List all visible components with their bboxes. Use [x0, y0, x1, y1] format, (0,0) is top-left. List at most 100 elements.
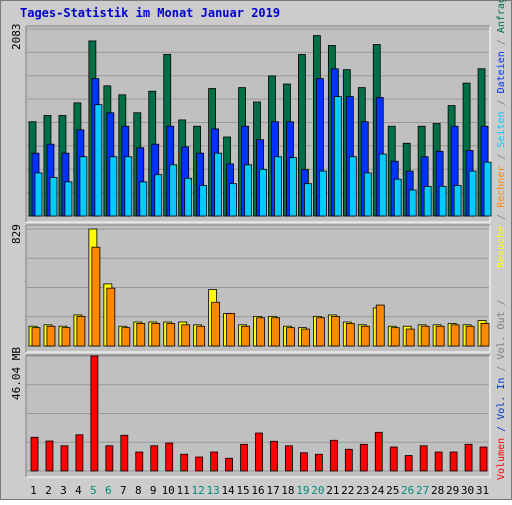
- bar-volumen-day-undefined: [75, 434, 84, 472]
- bar-rechner-day-undefined: [315, 317, 325, 347]
- bar-volumen-day-undefined: [300, 452, 308, 472]
- panel-visits: [25, 224, 491, 353]
- right-label-volume-part-2: / Vol. Out: [496, 311, 507, 377]
- x-tick-label-day-14: 14: [221, 484, 235, 497]
- right-label-hits-visits-part-3: /: [496, 148, 507, 166]
- x-tick-label-day-7: 7: [120, 484, 127, 497]
- right-label-hits-visits-part-7: /: [496, 33, 507, 51]
- bar-rechner-day-undefined: [360, 325, 370, 347]
- bar-volumen-day-undefined: [45, 440, 54, 472]
- bar-seiten-day-25: [393, 178, 402, 217]
- x-tick-label-day-27: 27: [416, 484, 429, 497]
- y-max-label-visits: 829: [10, 224, 23, 244]
- bar-volumen-day-undefined: [255, 432, 263, 472]
- x-tick-label-day-13: 13: [206, 484, 219, 497]
- bar-seiten-day-15: [244, 164, 252, 217]
- x-tick-label-day-1: 1: [30, 484, 37, 497]
- bar-volumen-day-undefined: [60, 445, 69, 472]
- right-label-hits-visits-part-2: Rechner: [496, 166, 507, 208]
- bar-volumen-day-undefined: [285, 445, 293, 472]
- bar-rechner-day-undefined: [420, 325, 430, 347]
- bar-rechner-day-undefined: [61, 327, 71, 347]
- bar-rechner-day-undefined: [226, 313, 235, 347]
- bar-seiten-day-3: [64, 181, 73, 217]
- x-tick-label-day-28: 28: [431, 484, 444, 497]
- bar-rechner-day-undefined: [46, 325, 56, 347]
- bar-rechner-day-undefined: [241, 325, 250, 347]
- bar-seiten-day-17: [274, 156, 282, 217]
- x-tick-label-day-26: 26: [401, 484, 414, 497]
- bar-rechner-day-undefined: [435, 325, 445, 347]
- x-tick-label-day-22: 22: [341, 484, 354, 497]
- bar-seiten-day-10: [169, 164, 178, 217]
- bar-seiten-day-20: [318, 170, 327, 217]
- x-tick-label-day-20: 20: [311, 484, 324, 497]
- x-tick-label-day-18: 18: [281, 484, 294, 497]
- bar-volumen-day-undefined: [270, 440, 278, 472]
- y-max-labels: 2083 829 46.04 MB: [10, 24, 23, 401]
- bar-rechner-day-undefined: [31, 327, 41, 347]
- x-axis-tick-labels: 1 2 3 4 5 6 7 8 9 10 11 12 13 14 15 16 17 18 19 20 21 22 23 24 2…: [30, 484, 489, 497]
- bar-volumen-day-undefined: [404, 455, 413, 472]
- bar-seiten-day-4: [79, 156, 88, 217]
- right-label-hits-visits-part-1: /: [496, 208, 507, 226]
- x-tick-label-day-12: 12: [192, 484, 205, 497]
- bar-seiten-day-29: [453, 185, 462, 217]
- x-tick-label-day-16: 16: [251, 484, 264, 497]
- bar-rechner-day-undefined: [166, 323, 176, 347]
- bar-seiten-day-28: [438, 185, 447, 217]
- bar-seiten-day-11: [184, 177, 193, 217]
- bar-volumen-day-undefined: [225, 457, 233, 472]
- bar-seiten-day-8: [139, 181, 148, 217]
- bar-rechner-day-undefined: [106, 287, 116, 347]
- bar-seiten-day-19: [304, 183, 312, 217]
- bar-volumen-day-undefined: [180, 453, 189, 472]
- bar-volumen-day-undefined: [344, 448, 353, 472]
- right-label-hits-visits-part-0: Besuche: [496, 226, 507, 268]
- bar-rechner-day-undefined: [330, 315, 340, 347]
- bar-rechner-day-undefined: [196, 325, 206, 347]
- bar-volumen-day-undefined: [479, 446, 488, 472]
- right-label-hits-visits-part-4: Seiten: [496, 111, 507, 147]
- bar-rechner-day-undefined: [76, 315, 86, 347]
- bar-rechner-day-undefined: [301, 328, 310, 347]
- bar-volumen-day-undefined: [120, 434, 129, 472]
- bar-seiten-day-2: [49, 176, 58, 217]
- bar-rechner-day-undefined: [286, 327, 295, 347]
- bar-seiten-day-18: [289, 157, 297, 217]
- x-tick-label-day-25: 25: [386, 484, 399, 497]
- bar-volumen-day-undefined: [165, 442, 174, 472]
- right-legend-labels: Besuche / Rechner / Seiten / Dateien / A…: [496, 0, 507, 480]
- x-tick-label-day-2: 2: [45, 484, 52, 497]
- bar-rechner-day-undefined: [136, 323, 146, 347]
- bar-seiten-day-5: [94, 104, 103, 217]
- chart-title: Tages-Statistik im Monat Januar 2019: [20, 6, 280, 20]
- x-tick-label-day-4: 4: [75, 484, 82, 497]
- bar-seiten-day-26: [408, 189, 417, 217]
- bar-seiten-day-1: [34, 172, 43, 217]
- bar-volumen-day-undefined: [210, 451, 219, 472]
- bar-volumen-day-undefined: [135, 451, 144, 472]
- right-label-hits-visits-part-8: Anfragen: [496, 0, 507, 33]
- bar-volumen-day-undefined: [434, 451, 443, 472]
- x-tick-label-day-21: 21: [326, 484, 339, 497]
- bar-rechner-day-undefined: [211, 301, 221, 347]
- x-tick-label-day-17: 17: [266, 484, 279, 497]
- bar-rechner-day-undefined: [375, 304, 385, 347]
- bar-volumen-day-undefined: [150, 445, 159, 472]
- x-tick-label-day-8: 8: [135, 484, 142, 497]
- bar-rechner-day-undefined: [256, 317, 265, 347]
- right-label-hits-visits-part-5: /: [496, 93, 507, 111]
- x-tick-label-day-15: 15: [236, 484, 249, 497]
- bar-volumen-day-undefined: [105, 445, 114, 472]
- bar-rechner-day-undefined: [450, 324, 460, 347]
- x-tick-label-day-23: 23: [356, 484, 369, 497]
- bar-volumen-day-undefined: [329, 439, 338, 472]
- bar-volumen-day-undefined: [389, 446, 398, 472]
- bar-rechner-day-undefined: [271, 317, 280, 347]
- right-label-volume-part-0: Volumen: [496, 438, 507, 480]
- x-tick-label-day-19: 19: [296, 484, 309, 497]
- bar-volumen-day-undefined: [419, 445, 428, 472]
